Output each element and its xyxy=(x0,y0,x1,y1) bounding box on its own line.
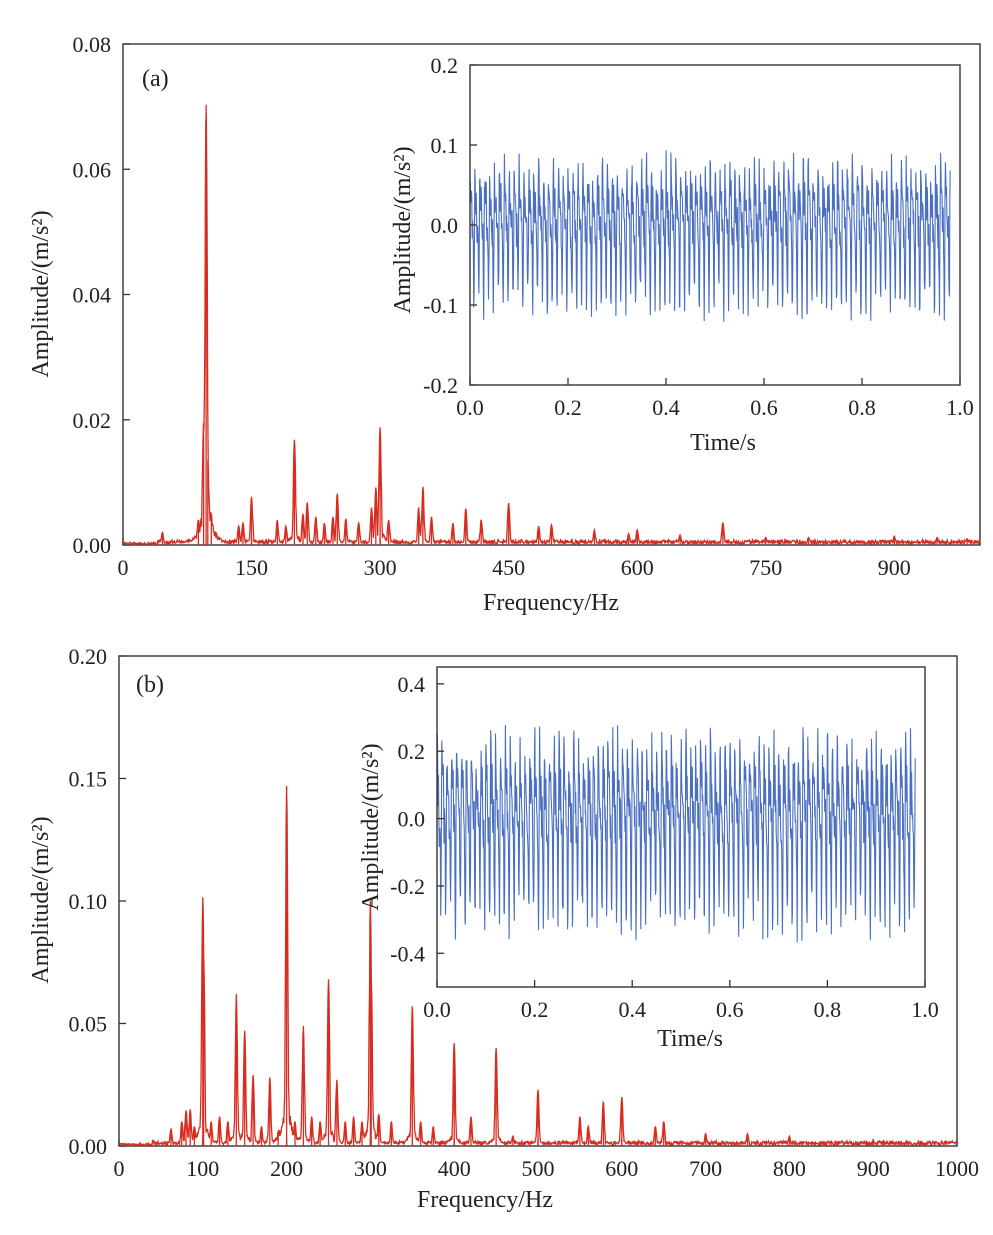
panel-b-x-tick-label: 800 xyxy=(773,1156,806,1181)
panel-a-spectrum-line xyxy=(122,104,981,547)
panel-b-inset-y-tick-label: 0.2 xyxy=(398,739,426,764)
panel-b-y-tick-label: 0.15 xyxy=(69,767,108,792)
panel-a-inset-x-ticks: 0.0 0.2 0.4 0.6 0.8 1.0 xyxy=(456,378,974,420)
panel-b-inset-y-tick-label: -0.4 xyxy=(390,941,425,966)
panel-a-inset-x-tick-label: 1.0 xyxy=(946,395,974,420)
panel-b-inset-x-tick-label: 1.0 xyxy=(911,997,939,1022)
panel-b-y-tick-label: 0.10 xyxy=(69,889,108,914)
panel-b-x-tick-label: 0 xyxy=(114,1156,125,1181)
panel-b-x-tick-label: 200 xyxy=(270,1156,303,1181)
panel-a-y-tick-label: 0.04 xyxy=(73,283,112,308)
panel-b-inset-x-axis-title: Time/s xyxy=(657,1026,723,1052)
panel-b-y-axis-title: Amplitude/(m/s²) xyxy=(28,816,54,983)
panel-b-x-tick-label: 700 xyxy=(689,1156,722,1181)
panel-b-inset-x-tick-label: 0.4 xyxy=(618,997,646,1022)
panel-b-inset-x-tick-label: 0.8 xyxy=(814,997,842,1022)
panel-a-inset-x-tick-label: 0.4 xyxy=(652,395,680,420)
panel-a-x-tick-label: 300 xyxy=(364,555,397,580)
panel-a-inset-x-tick-label: 0.6 xyxy=(750,395,778,420)
panel-b-x-tick-label: 600 xyxy=(605,1156,638,1181)
panel-a-inset-y-tick-label: 0.1 xyxy=(431,133,459,158)
panel-a-y-tick-label: 0.02 xyxy=(73,408,112,433)
panel-a-inset-x-tick-label: 0.2 xyxy=(554,395,582,420)
panel-b-inset-x-tick-label: 0.2 xyxy=(521,997,549,1022)
panel-b-spectrum-line xyxy=(119,785,958,1148)
panel-a-x-tick-label: 450 xyxy=(492,555,525,580)
panel-a-y-axis-title: Amplitude/(m/s²) xyxy=(28,210,54,377)
panel-a-x-tick-label: 750 xyxy=(749,555,782,580)
panel-b-x-tick-label: 100 xyxy=(186,1156,219,1181)
panel-b-x-axis-title: Frequency/Hz xyxy=(417,1187,553,1213)
panel-b-y-tick-label: 0.00 xyxy=(69,1134,108,1159)
panel-a-inset-y-tick-label: -0.2 xyxy=(423,373,458,398)
panel-b-x-tick-label: 300 xyxy=(354,1156,387,1181)
panel-a-inset-signal-line xyxy=(469,150,951,322)
panel-a-y-ticks: 0.00 0.02 0.04 0.06 0.08 xyxy=(73,32,130,558)
panel-b-x-tick-label: 900 xyxy=(857,1156,890,1181)
panel-a-y-tick-label: 0.08 xyxy=(73,32,112,57)
panel-a-inset-y-axis-title: Amplitude/(m/s²) xyxy=(390,146,416,313)
panel-b-inset-x-ticks: 0.0 0.2 0.4 0.6 0.8 1.0 xyxy=(423,980,939,1022)
panel-b-inset-x-tick-label: 0.0 xyxy=(423,997,451,1022)
panel-a-x-axis-title: Frequency/Hz xyxy=(483,590,619,616)
panel-b-x-tick-label: 1000 xyxy=(935,1156,979,1181)
panel-a-y-tick-label: 0.00 xyxy=(73,533,112,558)
panel-a: (a) 0 150 300 450 600 750 900 0.00 0.02 0.04 0.06… xyxy=(28,32,981,616)
panel-a-x-tick-label: 150 xyxy=(235,555,268,580)
panel-a-x-ticks: 0 150 300 450 600 750 900 xyxy=(118,538,911,580)
panel-b-y-tick-label: 0.05 xyxy=(69,1012,108,1037)
panel-b-inset-y-ticks: -0.4 -0.2 0.0 0.2 0.4 xyxy=(390,672,444,966)
panel-a-inset-x-axis-title: Time/s xyxy=(690,430,756,456)
panel-b-x-tick-label: 500 xyxy=(522,1156,555,1181)
panel-a-inset: 0.0 0.2 0.4 0.6 0.8 1.0 -0.2 -0.1 0.0 0.1 0.2 Tim… xyxy=(390,53,974,456)
panel-b-inset-y-tick-label: 0.4 xyxy=(398,672,426,697)
panel-a-inset-x-tick-label: 0.0 xyxy=(456,395,484,420)
panel-b-inset-x-tick-label: 0.6 xyxy=(716,997,744,1022)
panel-b-y-tick-label: 0.20 xyxy=(69,644,108,669)
panel-a-x-tick-label: 0 xyxy=(118,555,129,580)
panel-a-inset-x-tick-label: 0.8 xyxy=(848,395,876,420)
panel-b-inset-frame xyxy=(436,666,926,988)
panel-b-inset-y-axis-title: Amplitude/(m/s²) xyxy=(358,743,384,910)
panel-b-label: (b) xyxy=(136,672,164,698)
panel-a-inset-y-tick-label: 0.2 xyxy=(431,53,459,78)
panel-b-x-tick-label: 400 xyxy=(438,1156,471,1181)
panel-a-y-tick-label: 0.06 xyxy=(73,157,112,182)
panel-b-y-ticks: 0.00 0.05 0.10 0.15 0.20 xyxy=(69,644,126,1159)
panel-b-inset: 0.0 0.2 0.4 0.6 0.8 1.0 -0.4 -0.2 0.0 0.2 0.4 Tim… xyxy=(358,666,939,1052)
panel-a-label: (a) xyxy=(142,66,169,92)
panel-a-inset-y-tick-label: -0.1 xyxy=(423,293,458,318)
panel-b-inset-signal-line xyxy=(436,724,916,943)
panel-b: (b) 0 100 200 300 400 500 600 700 800 900 1000 0.0… xyxy=(28,644,979,1213)
panel-b-inset-y-tick-label: 0.0 xyxy=(398,807,426,832)
panel-b-x-ticks: 0 100 200 300 400 500 600 700 800 900 1000 xyxy=(114,1139,979,1181)
panel-a-inset-y-tick-label: 0.0 xyxy=(431,213,459,238)
panel-a-x-tick-label: 900 xyxy=(878,555,911,580)
panel-a-x-tick-label: 600 xyxy=(621,555,654,580)
panel-a-inset-y-ticks: -0.2 -0.1 0.0 0.1 0.2 xyxy=(423,53,477,398)
panel-b-inset-y-tick-label: -0.2 xyxy=(390,874,425,899)
